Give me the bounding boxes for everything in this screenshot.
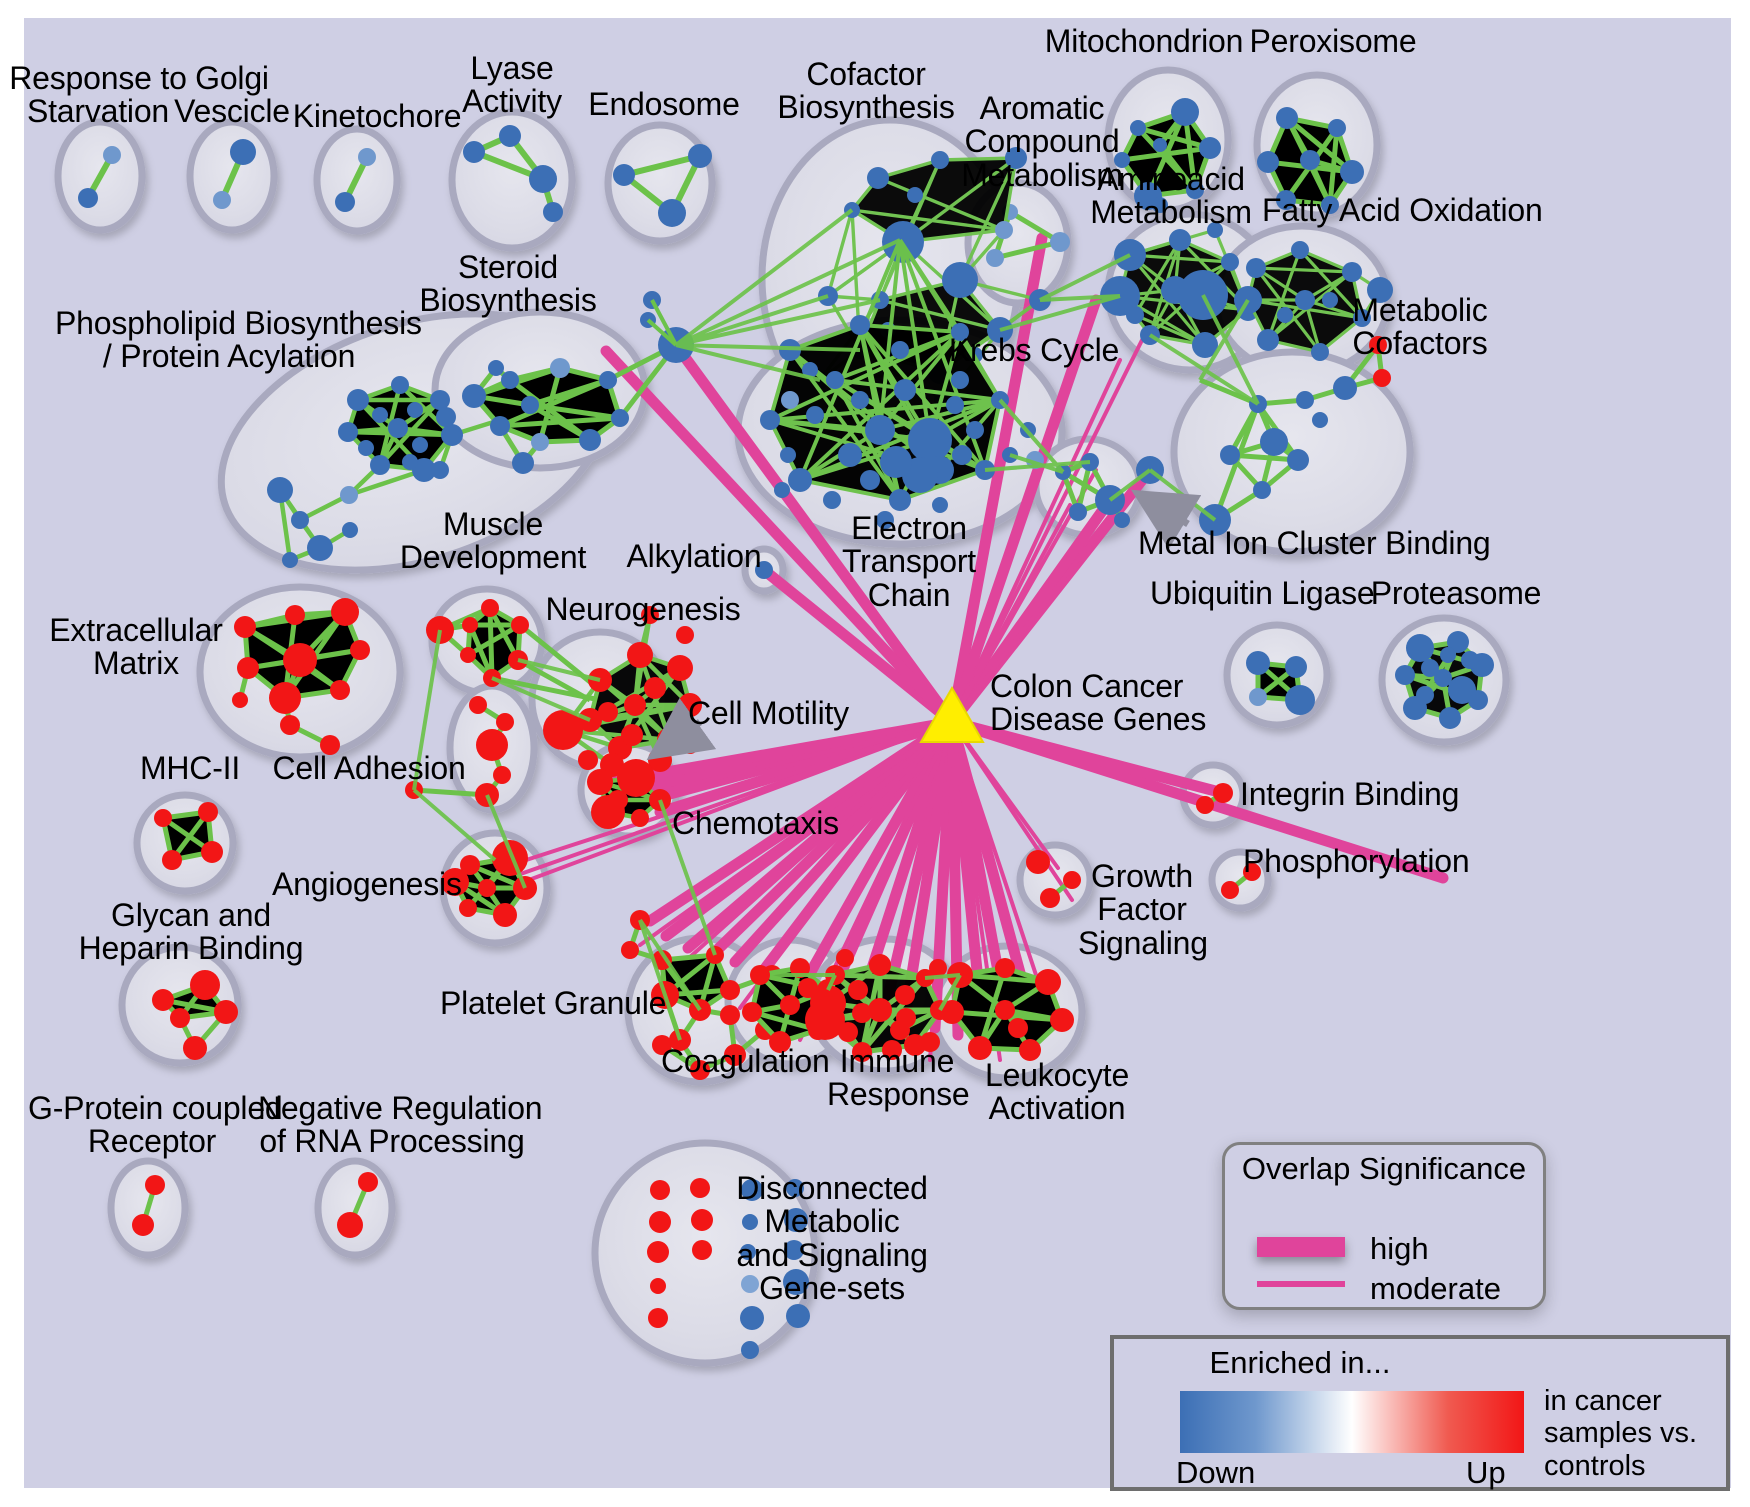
legend-enriched-in: Enriched in... Down Up in cancer samples… (1110, 1335, 1730, 1491)
legend-overlap-significance: Overlap Significance high moderate (1222, 1142, 1546, 1310)
legend-swatch-high (1257, 1237, 1345, 1257)
legend-color-gradient (1180, 1391, 1524, 1453)
legend-overlap-title: Overlap Significance (1241, 1151, 1527, 1186)
disease-gene-edges (492, 232, 1449, 1062)
legend-swatch-moderate (1257, 1281, 1345, 1287)
legend-label-up: Up (1466, 1455, 1506, 1490)
annotation-arrows (646, 489, 1202, 761)
legend-label-comparison: in cancer samples vs. controls (1544, 1385, 1698, 1482)
legend-label-high: high (1370, 1231, 1429, 1266)
legend-label-down: Down (1176, 1455, 1256, 1490)
hub-triangle[interactable] (919, 685, 985, 743)
legend-enriched-title: Enriched in... (1209, 1345, 1391, 1380)
cluster-graphs (78, 98, 1494, 1359)
legend-label-moderate: moderate (1370, 1271, 1501, 1306)
